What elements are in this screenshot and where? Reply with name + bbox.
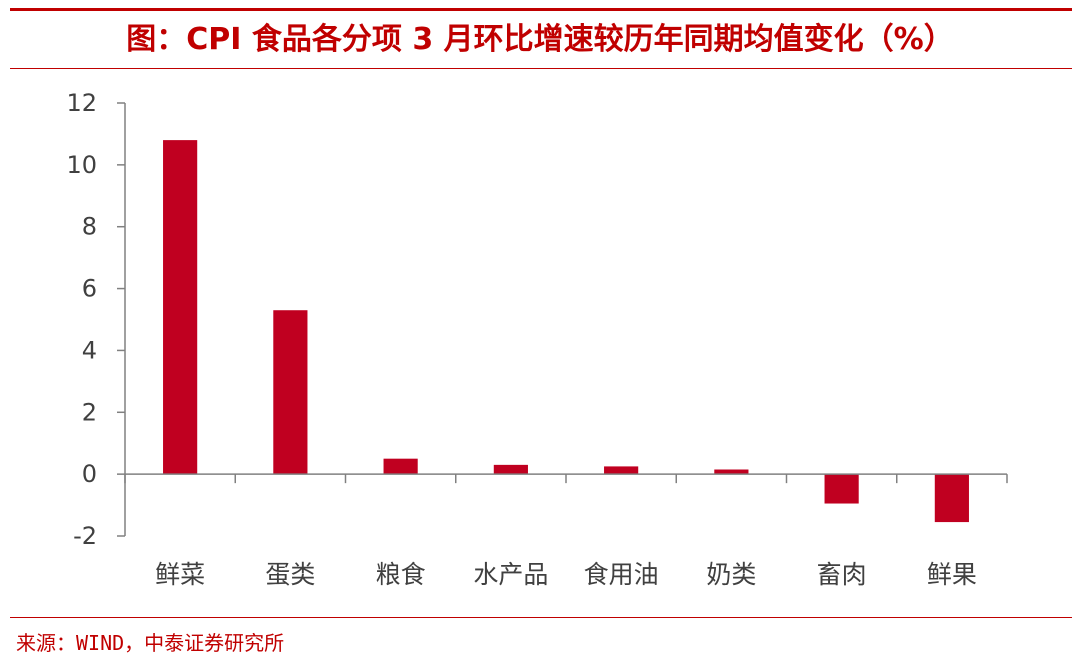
chart-title: 图：CPI 食品各分项 3 月环比增速较历年同期均值变化（%） bbox=[126, 22, 954, 57]
x-category-label: 奶类 bbox=[706, 560, 756, 589]
x-category-label: 食用油 bbox=[584, 560, 659, 589]
source-note: 来源：WIND，中泰证券研究所 bbox=[16, 631, 285, 655]
x-axis: 鲜菜 蛋类 粮食 水产品 食用油 奶类 畜肉 鲜果 bbox=[124, 473, 1008, 589]
chart-area: -2 0 2 4 6 8 10 12 鲜菜 蛋类 粮食 水产品 食用油 奶类 畜肉 鲜果 bbox=[0, 80, 1080, 610]
y-axis: -2 0 2 4 6 8 10 12 bbox=[66, 89, 126, 550]
bar bbox=[824, 474, 859, 504]
bar bbox=[714, 469, 749, 475]
bar-chart: -2 0 2 4 6 8 10 12 鲜菜 蛋类 粮食 水产品 食用油 奶类 畜肉 鲜果 bbox=[66, 89, 1008, 589]
y-tick-label: 8 bbox=[82, 213, 97, 241]
bar bbox=[604, 466, 639, 475]
y-tick-label: 0 bbox=[82, 460, 97, 488]
title-rule bbox=[10, 68, 1072, 69]
bar bbox=[163, 140, 198, 475]
bars bbox=[163, 140, 969, 523]
bar bbox=[273, 310, 308, 475]
x-category-label: 蛋类 bbox=[265, 560, 315, 589]
bar bbox=[383, 458, 418, 475]
y-tick-label: 6 bbox=[82, 275, 97, 303]
y-tick-label: 10 bbox=[66, 151, 97, 179]
bottom-rule bbox=[10, 617, 1072, 618]
y-tick-label: 12 bbox=[66, 89, 97, 117]
top-rule bbox=[10, 8, 1072, 11]
bar bbox=[493, 464, 528, 475]
bar bbox=[934, 474, 969, 523]
y-tick-label: 4 bbox=[82, 336, 97, 364]
x-category-label: 粮食 bbox=[376, 560, 426, 589]
y-tick-label: -2 bbox=[73, 522, 97, 550]
x-category-label: 畜肉 bbox=[817, 560, 867, 589]
x-category-label: 水产品 bbox=[473, 560, 548, 589]
x-category-label: 鲜菜 bbox=[155, 560, 205, 589]
x-category-label: 鲜果 bbox=[927, 560, 977, 589]
y-tick-label: 2 bbox=[82, 398, 97, 426]
